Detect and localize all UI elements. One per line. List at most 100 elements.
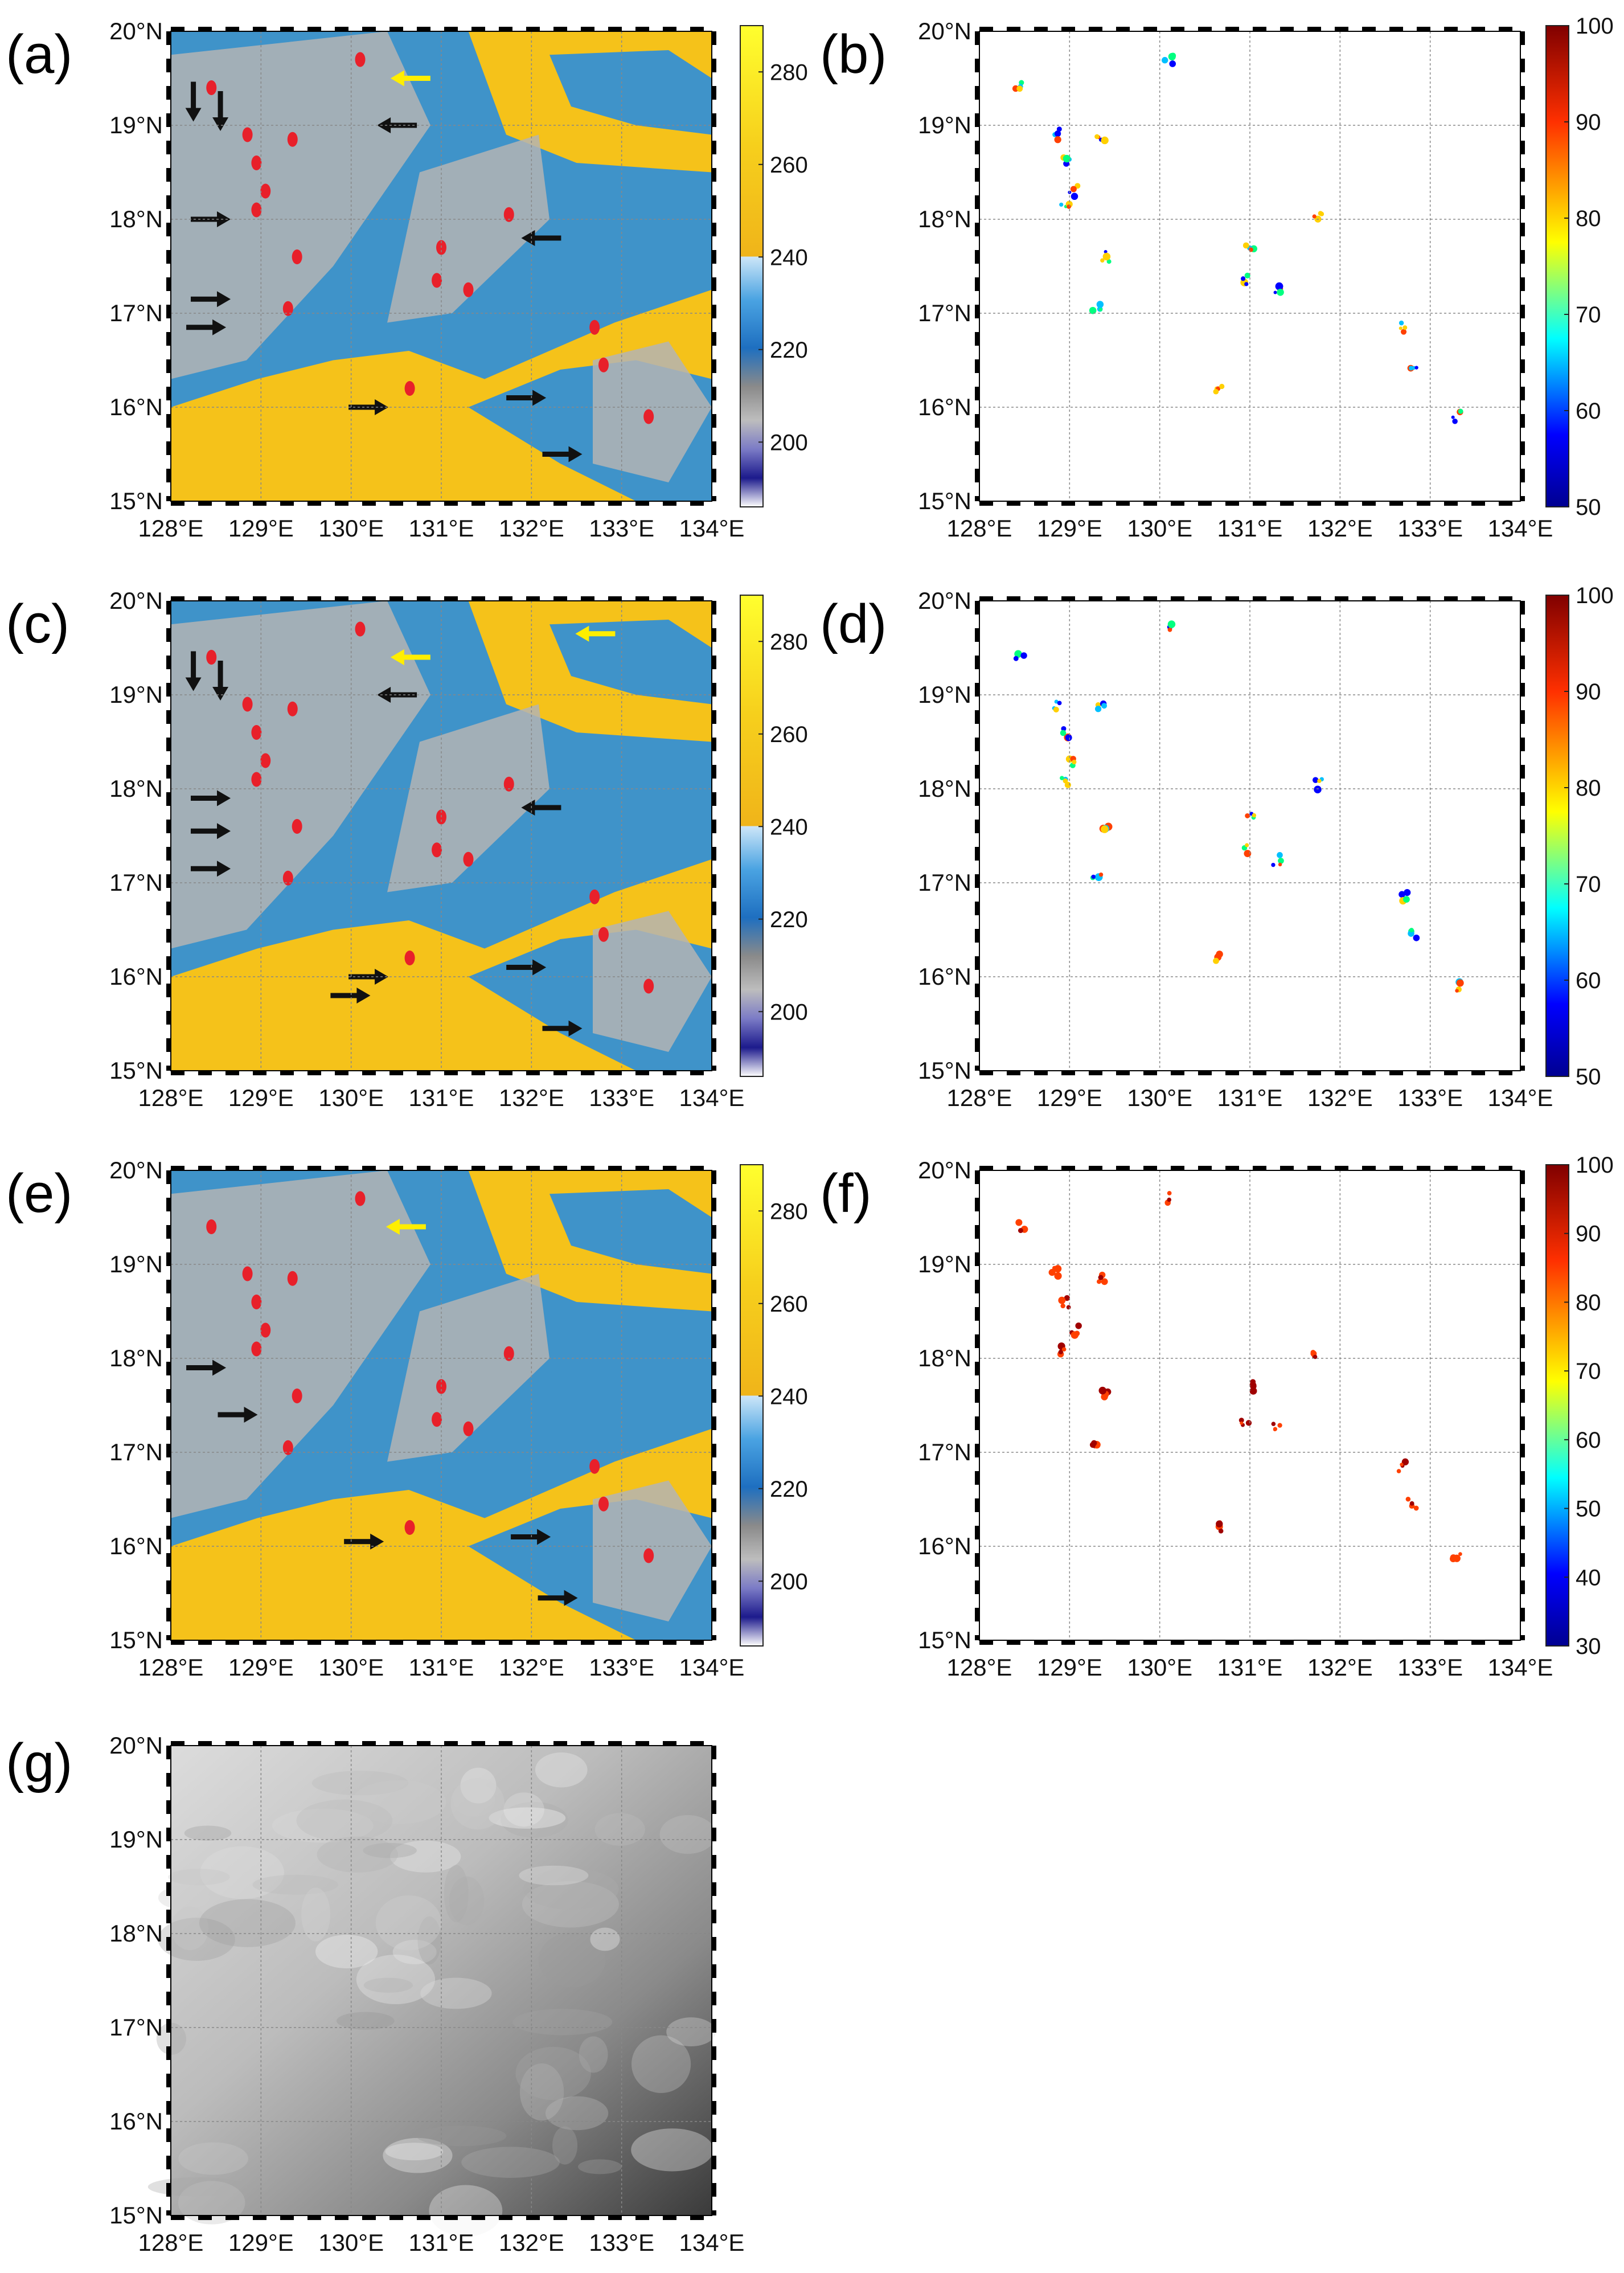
frame-segment	[712, 929, 716, 943]
frame-segment	[1499, 501, 1512, 506]
frame-segment	[663, 1741, 676, 1746]
probability-pixel	[1271, 1422, 1276, 1426]
probability-pixel	[1245, 843, 1249, 847]
bt-map	[166, 27, 716, 506]
frame-segment	[712, 1992, 716, 2005]
frame-segment	[975, 765, 979, 779]
colorbar-tick-label: 100	[1576, 14, 1614, 39]
frame-segment	[975, 1038, 979, 1052]
frame-segment	[225, 2215, 239, 2220]
probability-pixel	[1399, 320, 1404, 326]
map-frame	[170, 1170, 712, 1641]
frame-segment	[166, 441, 171, 455]
frame-segment	[553, 27, 567, 31]
probability-pixel	[1241, 276, 1246, 281]
colorbar-tick-label: 280	[770, 60, 808, 85]
frame-segment	[663, 1071, 676, 1075]
panel-label: (e)	[6, 1163, 72, 1224]
colorbar-tick-label: 280	[770, 1199, 808, 1224]
colorbar-tick-label: 200	[770, 1569, 808, 1594]
lon-tick-label: 129°E	[228, 515, 294, 542]
cloud-texture	[158, 1918, 235, 1961]
cloud-texture	[385, 2143, 444, 2161]
frame-segment	[166, 1553, 171, 1567]
frame-segment	[1007, 501, 1020, 506]
colorbar-tick-label: 260	[770, 1292, 808, 1317]
convective-cell-marker	[282, 870, 293, 886]
probability-pixel	[1216, 1520, 1223, 1527]
panel-d: (d) 128°E 129°E 130°E 131°E 132°E 133°E 134°E1…	[820, 583, 1614, 1111]
frame-segment	[553, 1166, 567, 1170]
map-axis-labels: 128°E 129°E 130°E 131°E 132°E 133°E 134°E 15°N 1…	[109, 1732, 744, 2256]
frame-segment	[979, 1640, 993, 1645]
frame-segment	[712, 332, 716, 346]
frame-segment	[417, 1640, 430, 1645]
probability-pixel	[1273, 290, 1277, 294]
probability-pixel	[1271, 862, 1276, 867]
frame-segment	[975, 628, 979, 642]
panel-c: (c) 128°E 129°E 130°E 131°E 132°E 133°E 134°E1…	[6, 587, 808, 1111]
frame-segment	[471, 2215, 485, 2220]
cloud-texture	[375, 1895, 442, 1951]
frame-segment	[253, 1071, 266, 1075]
lon-tick-label: 130°E	[1127, 1654, 1192, 1681]
lat-tick-label: 19°N	[109, 1826, 163, 1853]
frame-segment	[444, 1640, 458, 1645]
lat-tick-label: 19°N	[109, 112, 163, 138]
frame-segment	[389, 27, 403, 31]
frame-segment	[499, 1071, 512, 1075]
frame-segment	[166, 1800, 171, 1814]
frame-segment	[1253, 501, 1266, 506]
frame-segment	[1520, 738, 1525, 751]
colorbar-tick-label: 60	[1576, 399, 1601, 424]
frame-segment	[280, 596, 294, 601]
frame-segment	[1520, 223, 1525, 236]
colorbar-tick-label: 50	[1576, 1497, 1601, 1522]
probability-pixel	[1048, 1269, 1056, 1276]
convective-cell-marker	[598, 927, 609, 942]
cloud-texture	[168, 1869, 230, 1886]
frame-segment	[975, 250, 979, 264]
frame-segment	[1520, 469, 1525, 482]
frame-segment	[1034, 501, 1048, 506]
frame-segment	[166, 2210, 171, 2215]
frame-segment	[1389, 1640, 1403, 1645]
probability-pixel	[1096, 301, 1104, 308]
lat-tick-label: 17°N	[109, 1439, 163, 1465]
frame-segment	[1007, 1640, 1020, 1645]
cloud-texture	[449, 1876, 485, 1926]
frame-segment	[1471, 27, 1485, 31]
frame-segment	[166, 1280, 171, 1293]
frame-segment	[1335, 501, 1348, 506]
colorbar: 50 60 70 80 90 100	[1545, 583, 1614, 1090]
frame-segment	[166, 31, 171, 45]
frame-segment	[1034, 596, 1048, 601]
frame-segment	[1471, 596, 1485, 601]
cloud-texture	[356, 1955, 436, 2005]
frame-segment	[1520, 141, 1525, 154]
frame-segment	[1520, 1635, 1525, 1640]
frame-segment	[166, 2183, 171, 2197]
lat-tick-label: 15°N	[918, 1627, 971, 1653]
frame-segment	[1520, 1066, 1525, 1071]
frame-segment	[1089, 1071, 1102, 1075]
lon-tick-label: 133°E	[1397, 1654, 1463, 1681]
probability-map	[975, 27, 1525, 506]
frame-segment	[166, 929, 171, 943]
frame-segment	[471, 1166, 485, 1170]
frame-segment	[526, 1166, 540, 1170]
frame-segment	[712, 195, 716, 209]
cloud-texture	[417, 1916, 441, 1965]
lon-tick-label: 132°E	[1307, 1654, 1373, 1681]
cloud-texture	[523, 1869, 619, 1910]
cloud-texture	[519, 1865, 589, 1886]
frame-segment	[166, 332, 171, 346]
frame-segment	[1417, 1071, 1430, 1075]
frame-segment	[171, 1640, 184, 1645]
convective-cell-marker	[251, 725, 262, 740]
frame-segment	[444, 27, 458, 31]
frame-segment	[1520, 1416, 1525, 1430]
colorbar-tick-label: 70	[1576, 1359, 1601, 1384]
frame-segment	[1417, 596, 1430, 601]
probability-pixel	[1091, 874, 1096, 879]
